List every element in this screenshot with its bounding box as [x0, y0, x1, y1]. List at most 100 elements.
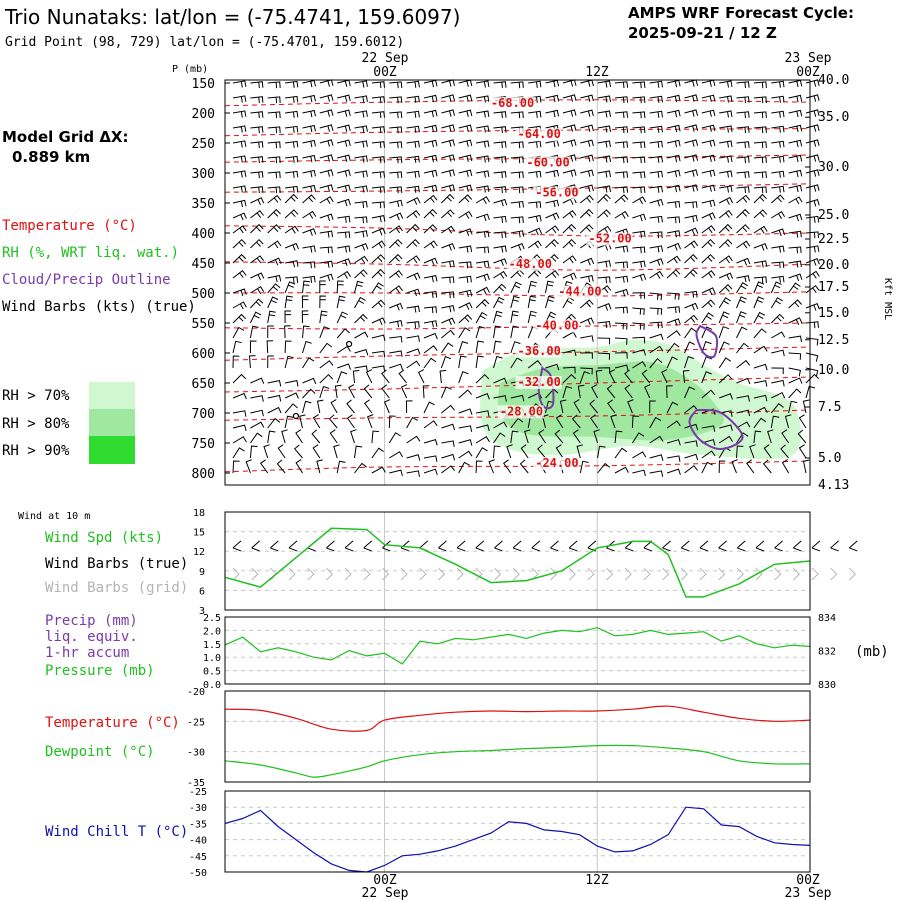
- wind-barb: [805, 270, 820, 279]
- wind-barb: [520, 444, 529, 459]
- wind-barb: [354, 313, 368, 324]
- wind-barb: [336, 280, 344, 294]
- wind-barb: [736, 224, 750, 234]
- wind-barb: [562, 373, 577, 384]
- wind-barb: [562, 223, 577, 234]
- wind-barb: [337, 184, 351, 192]
- wind-barb: [330, 399, 338, 414]
- isotherm-label: -48.00: [509, 257, 552, 271]
- wind-barb: [606, 384, 616, 399]
- wind-barb: [649, 155, 663, 163]
- isotherm-line: [224, 460, 811, 473]
- surface-wind-barb-true: [251, 540, 261, 552]
- cross-section-frame: [224, 79, 811, 486]
- wind-barb: [285, 95, 299, 103]
- wind-barb: [267, 141, 281, 149]
- wind-barb: [545, 363, 560, 371]
- wind-barb: [337, 231, 351, 239]
- wind-barb: [614, 81, 629, 89]
- wind-barb: [579, 299, 594, 309]
- wind-barb: [302, 325, 310, 339]
- wind-barb: [577, 384, 585, 399]
- wind-barb: [302, 139, 316, 148]
- wind-barb: [788, 79, 803, 88]
- wind-barb: [597, 276, 611, 284]
- wind-barb: [666, 385, 673, 399]
- wind-barb: [381, 369, 390, 384]
- wind-barb: [475, 213, 490, 222]
- wind-barb: [701, 371, 712, 384]
- wind-barb: [614, 322, 628, 330]
- wind-barb: [354, 95, 368, 103]
- wind-barb: [684, 94, 699, 102]
- wind-barb: [493, 283, 507, 294]
- wind-barb: [510, 230, 525, 238]
- wind-barb: [580, 257, 595, 266]
- wind-barb: [389, 451, 404, 459]
- wind-barb: [371, 430, 380, 444]
- wind-barb: [284, 310, 292, 324]
- wind-barb: [684, 386, 696, 399]
- wind-barb: [667, 292, 680, 300]
- wind-barb: [597, 225, 612, 234]
- wind-barb: [319, 246, 333, 254]
- wind-barb: [295, 459, 303, 474]
- wind-barb: [388, 269, 403, 279]
- wind-barb: [736, 111, 750, 119]
- wind-barb: [284, 355, 294, 369]
- wind-barb: [805, 94, 820, 102]
- wind-barb: [718, 209, 733, 219]
- wind-barb: [666, 420, 681, 429]
- wind-barb: [701, 253, 715, 264]
- wind-barb: [571, 414, 581, 429]
- wind-barb: [562, 349, 577, 357]
- isotherm-line: [224, 346, 811, 361]
- wind-barb: [423, 401, 435, 414]
- forecast-cycle-value: 2025-09-21 / 12 Z: [628, 24, 777, 42]
- wind-barb: [788, 230, 802, 238]
- height-tick-label: 7.5: [818, 400, 841, 415]
- wind-speed-line: [224, 527, 811, 598]
- pressure-tick-label: 550: [192, 317, 215, 332]
- wind-barb: [719, 185, 733, 193]
- precip-ticks: 2.5 2.0 1.5 1.0 0.5 0.0 834 832 830: [203, 613, 836, 691]
- wind-barb: [666, 184, 681, 193]
- wind-barb: [302, 79, 316, 88]
- wind-barb: [423, 139, 438, 148]
- wind-barb: [388, 253, 403, 264]
- wind-barb: [632, 126, 646, 134]
- wind-barb: [684, 253, 698, 264]
- wind-barb: [770, 313, 785, 324]
- wind-barb: [301, 295, 309, 309]
- wind-barb: [510, 430, 519, 444]
- wind-barb: [284, 193, 299, 204]
- legend-rh70: RH > 70%: [2, 388, 70, 404]
- legend-cloud: Cloud/Precip Outline: [2, 272, 171, 288]
- wind-barb: [684, 268, 698, 279]
- wind-barb: [597, 193, 611, 204]
- windchill-grid: [225, 791, 810, 872]
- wind-barb: [249, 432, 263, 444]
- wind-barb: [249, 340, 257, 354]
- isotherm-label-bg: [533, 186, 580, 200]
- wind-barb: [701, 184, 716, 192]
- wind-barb: [337, 154, 351, 162]
- wind-barb: [736, 194, 750, 204]
- wind-barb: [302, 169, 316, 178]
- wind-barb: [519, 459, 529, 474]
- wind-barb: [545, 94, 560, 103]
- wind-barb: [753, 394, 768, 402]
- wind-barb: [423, 94, 438, 103]
- wind-barb: [493, 186, 507, 194]
- wind-barb: [249, 445, 258, 459]
- wind-barb: [406, 360, 421, 369]
- wind-barb: [302, 124, 316, 133]
- pressure-right-tick-label: 830: [818, 680, 836, 691]
- wind-barb: [389, 141, 403, 149]
- wind-barb: [610, 414, 617, 429]
- wind-barb: [684, 154, 699, 162]
- precip-tick-label: 2.0: [203, 626, 221, 637]
- wind-barb: [354, 445, 363, 459]
- small-circle-marker: [292, 412, 300, 420]
- wind-barb: [579, 460, 589, 474]
